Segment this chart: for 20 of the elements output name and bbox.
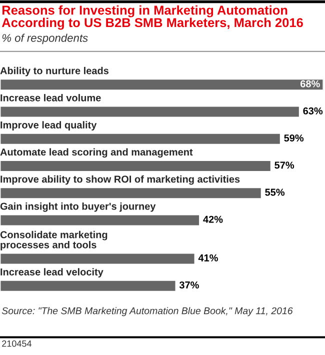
chart-title: Reasons for Investing in Marketing Automation According to US B2B SMB Marketers, March 2016 bbox=[2, 5, 303, 30]
y-tick-label: Improve lead quality bbox=[0, 121, 97, 130]
data-label: 41% bbox=[198, 254, 218, 262]
source-note: Source: "The SMB Marketing Automation Blue Book," May 11, 2016 bbox=[2, 307, 293, 316]
data-label: 37% bbox=[179, 281, 199, 289]
y-tick-label: Increase lead volume bbox=[0, 94, 101, 102]
y-tick-label: Improve ability to show ROI of marketing activities bbox=[0, 175, 240, 185]
y-tick-label: Automate lead scoring and management bbox=[0, 148, 193, 158]
data-label: 68% bbox=[300, 80, 320, 88]
y-tick-label: Ability to nurture leads bbox=[0, 66, 108, 76]
y-tick-label: Consolidate marketing processes and tools bbox=[0, 230, 108, 250]
y-tick-label: Increase lead velocity bbox=[0, 268, 104, 278]
chart-subtitle: % of respondents bbox=[2, 34, 88, 44]
data-label: 42% bbox=[203, 216, 223, 223]
data-label: 59% bbox=[284, 134, 304, 142]
data-label: 57% bbox=[274, 162, 294, 169]
y-tick-label: Gain insight into buyer's journey bbox=[0, 202, 156, 212]
data-label: 63% bbox=[303, 107, 323, 114]
data-label: 55% bbox=[265, 188, 285, 196]
text: 210454 bbox=[2, 340, 32, 347]
